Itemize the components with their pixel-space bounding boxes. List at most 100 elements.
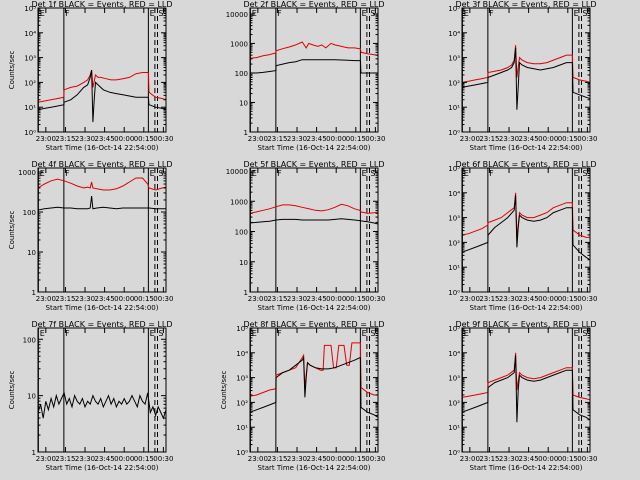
y-tick-label: 100 <box>235 70 248 78</box>
lld-series-line <box>250 342 378 397</box>
y-tick-label: 10⁴ <box>448 350 460 358</box>
y-tick-label: 10² <box>236 399 248 407</box>
x-tick-label: 23:15 <box>479 295 499 303</box>
x-tick-label: 00:00 <box>538 135 558 143</box>
x-axis-label: Start Time (16-Oct-14 22:54:00) <box>470 464 583 472</box>
lld-series-line <box>250 203 378 214</box>
y-tick-label: 10 <box>27 393 36 401</box>
y-tick-label: 1000 <box>18 169 36 177</box>
x-tick-label: 23:30 <box>287 455 307 463</box>
y-tick-label: 10⁴ <box>236 350 248 358</box>
x-axis-label: Start Time (16-Oct-14 22:54:00) <box>258 464 371 472</box>
x-tick-label: 00:15 <box>134 135 154 143</box>
x-tick-label: 23:00 <box>36 135 56 143</box>
marker-letter: E <box>464 329 469 338</box>
y-tick-label: 10² <box>24 79 36 87</box>
x-tick-label: 23:15 <box>55 455 75 463</box>
y-tick-label: 10¹ <box>236 424 248 432</box>
marker-letter: E <box>574 169 579 178</box>
x-tick-label: 23:45 <box>307 455 327 463</box>
x-tick-label: 00:00 <box>538 455 558 463</box>
x-tick-label: 23:15 <box>55 135 75 143</box>
marker-letter: E <box>40 169 45 178</box>
y-tick-label: 1 <box>244 289 248 297</box>
x-axis-label: Start Time (16-Oct-14 22:54:00) <box>46 144 159 152</box>
x-tick-label: 23:00 <box>36 455 56 463</box>
chart-title: Det 3f BLACK = Events, RED = LLD <box>455 0 596 9</box>
events-series-line <box>462 195 590 261</box>
y-tick-label: 10¹ <box>24 104 36 112</box>
y-tick-label: 1 <box>32 449 36 457</box>
x-tick-label: 00:00 <box>326 135 346 143</box>
x-tick-label: 23:00 <box>248 455 268 463</box>
x-tick-label: 23:45 <box>519 135 539 143</box>
marker-letter: E <box>252 329 257 338</box>
plot-frame <box>461 7 591 133</box>
x-tick-label: 23:45 <box>307 135 327 143</box>
series-group <box>462 352 590 423</box>
marker-letter: S <box>582 329 587 338</box>
x-tick-label: 00:15 <box>346 455 366 463</box>
series-group <box>462 45 590 110</box>
marker-letter: E <box>150 9 155 18</box>
y-tick-label: 10000 <box>226 168 248 176</box>
y-tick-label: 10⁵ <box>448 5 460 13</box>
lld-series-line <box>38 69 166 103</box>
y-tick-label: 100 <box>23 209 36 217</box>
plot-frame <box>461 327 591 453</box>
x-tick-label: 00:15 <box>558 135 578 143</box>
y-tick-label: 1000 <box>230 198 248 206</box>
lld-series-line <box>462 45 590 83</box>
y-tick-label: 10 <box>27 249 36 257</box>
x-tick-label: 23:30 <box>499 455 519 463</box>
y-tick-label: 10⁰ <box>236 449 248 457</box>
x-tick-label: 23:30 <box>75 295 95 303</box>
x-tick-label: 23:45 <box>95 135 115 143</box>
x-tick-label: 00:30 <box>577 295 597 303</box>
marker-letter: F <box>65 329 70 338</box>
x-axis-label: Start Time (16-Oct-14 22:54:00) <box>46 304 159 312</box>
events-series-line <box>462 355 590 423</box>
chart-title: Det 8f BLACK = Events, RED = LLD <box>243 320 384 329</box>
x-axis-label: Start Time (16-Oct-14 22:54:00) <box>46 464 159 472</box>
y-axis-label: Counts/sec <box>220 371 228 410</box>
plot-frame <box>37 327 167 453</box>
marker-letter: F <box>65 9 70 18</box>
events-series-line <box>250 59 378 74</box>
plot-frame <box>249 167 379 293</box>
x-tick-label: 23:30 <box>75 455 95 463</box>
events-series-line <box>250 218 378 225</box>
events-series-line <box>38 195 166 211</box>
y-axis-label: Counts/sec <box>8 371 16 410</box>
x-tick-label: 23:00 <box>460 295 480 303</box>
events-series-line <box>38 391 166 420</box>
x-tick-label: 00:15 <box>558 455 578 463</box>
y-tick-label: 10⁴ <box>448 30 460 38</box>
y-tick-label: 10³ <box>448 55 460 63</box>
marker-letter: S <box>370 9 375 18</box>
marker-letter: E <box>40 9 45 18</box>
y-tick-label: 100 <box>235 229 248 237</box>
y-axis-label: Counts/sec <box>8 211 16 250</box>
y-tick-label: 10⁰ <box>448 129 460 137</box>
y-tick-label: 10² <box>448 239 460 247</box>
lld-series-line <box>250 41 378 59</box>
y-tick-label: 10¹ <box>448 424 460 432</box>
x-tick-label: 00:30 <box>577 455 597 463</box>
x-tick-label: 23:15 <box>55 295 75 303</box>
lld-series-line <box>462 192 590 238</box>
chart-title: Det 2f BLACK = Events, RED = LLD <box>243 0 384 9</box>
x-tick-label: 00:30 <box>153 135 173 143</box>
marker-letter: S <box>158 169 163 178</box>
x-tick-label: 00:00 <box>114 295 134 303</box>
x-axis-label: Start Time (16-Oct-14 22:54:00) <box>258 304 371 312</box>
series-group <box>38 69 166 123</box>
x-tick-label: 00:00 <box>326 455 346 463</box>
x-tick-label: 23:15 <box>267 295 287 303</box>
x-tick-label: 23:45 <box>95 295 115 303</box>
